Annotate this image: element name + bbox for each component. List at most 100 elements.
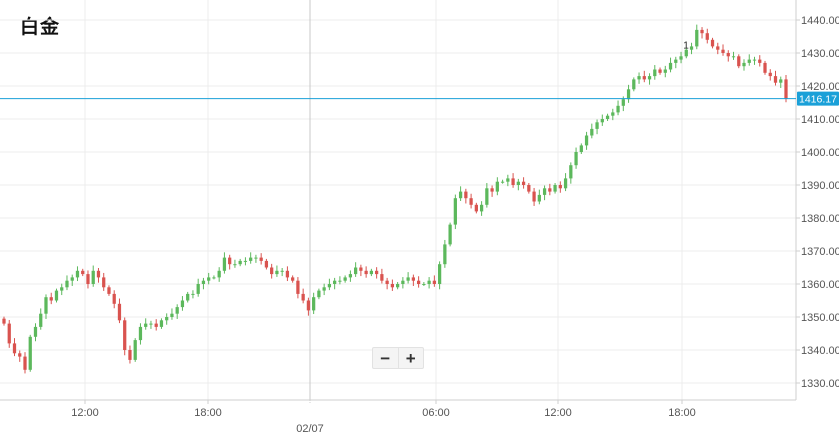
candle-body [291, 277, 295, 281]
candle [18, 350, 22, 362]
candle [763, 60, 767, 75]
candle [532, 187, 536, 206]
candle [521, 177, 526, 189]
candle [632, 77, 636, 92]
candle [710, 37, 715, 49]
candle-body [123, 320, 127, 350]
candle [86, 270, 90, 289]
current-price-marker: 1416.17 [0, 91, 839, 106]
candle-body [296, 280, 300, 294]
y-tick-label: 1350.00 [801, 312, 839, 324]
candle-body [186, 293, 190, 301]
candle-body [621, 99, 625, 106]
candle-body [485, 188, 489, 205]
candle [359, 264, 363, 277]
candle-body [343, 277, 347, 281]
candle [784, 74, 788, 103]
candle-body [333, 280, 337, 284]
candle-body [96, 270, 101, 278]
candle-body [212, 277, 216, 279]
candle [416, 276, 421, 288]
zoom-in-button[interactable]: + [397, 348, 424, 368]
candle [705, 28, 709, 44]
candle [427, 277, 431, 289]
candle-body [207, 277, 211, 281]
x-tick-label: 18:00 [668, 407, 696, 419]
candle [569, 162, 573, 184]
candle-body [18, 353, 22, 357]
candle [81, 268, 85, 277]
y-tick-label: 1410.00 [801, 114, 839, 126]
candle-body [584, 135, 589, 146]
candle-body [49, 297, 53, 301]
candle [658, 67, 662, 75]
candle-body [312, 297, 316, 311]
candle-body [600, 119, 604, 123]
candle-body [569, 165, 573, 179]
candle [285, 266, 290, 282]
candle-body [86, 274, 90, 284]
candle [558, 181, 562, 193]
candle-body [259, 257, 263, 261]
candle-body [275, 270, 279, 275]
candle-body [626, 89, 631, 100]
candle-body [511, 178, 515, 185]
candle-body [763, 62, 767, 73]
candle [527, 183, 531, 194]
candle-body [348, 274, 353, 278]
candle-body [264, 260, 269, 268]
candle [611, 108, 615, 121]
candle-body [369, 270, 374, 275]
zoom-out-button[interactable]: − [380, 348, 391, 368]
candle-body [637, 76, 641, 80]
candle-body [301, 293, 305, 301]
candle [752, 56, 757, 65]
candle [395, 282, 400, 290]
candle [448, 222, 452, 247]
candle-body [443, 244, 447, 265]
candle-body [679, 56, 683, 60]
candle [380, 268, 384, 284]
x-tick-label: 18:00 [194, 407, 222, 419]
candle [584, 131, 589, 150]
zoom-controls: − + [372, 347, 424, 369]
candle-body [427, 280, 431, 284]
candle [689, 42, 694, 55]
candle-body [306, 300, 311, 311]
candle-body [490, 188, 494, 192]
candle [212, 275, 216, 280]
candle-body [563, 178, 568, 189]
candle [312, 292, 316, 315]
candle-body [689, 46, 694, 50]
candle [354, 262, 358, 277]
candle-body [653, 69, 657, 77]
event-annotation: 1 [683, 41, 689, 52]
candle [186, 291, 190, 303]
candle-body [201, 280, 206, 284]
candle [217, 267, 221, 282]
candle [500, 179, 505, 184]
candle-body [23, 356, 27, 370]
current-price-badge [797, 91, 839, 106]
candle [238, 258, 242, 267]
candle-body [406, 277, 410, 281]
y-tick-label: 1330.00 [801, 378, 839, 390]
candle-body [611, 112, 615, 116]
candle [375, 267, 379, 279]
candle-body [616, 105, 620, 113]
candle-body [437, 264, 442, 284]
candle [563, 173, 568, 192]
candle [49, 292, 53, 305]
candle [742, 59, 746, 71]
candle [128, 345, 132, 364]
candle [626, 84, 631, 103]
candle [165, 313, 169, 325]
candle-body [448, 224, 452, 245]
candle [117, 298, 122, 324]
candle [207, 272, 211, 285]
candle [516, 178, 520, 191]
candle-body [742, 62, 746, 67]
candle [23, 352, 27, 374]
candle [33, 323, 38, 342]
